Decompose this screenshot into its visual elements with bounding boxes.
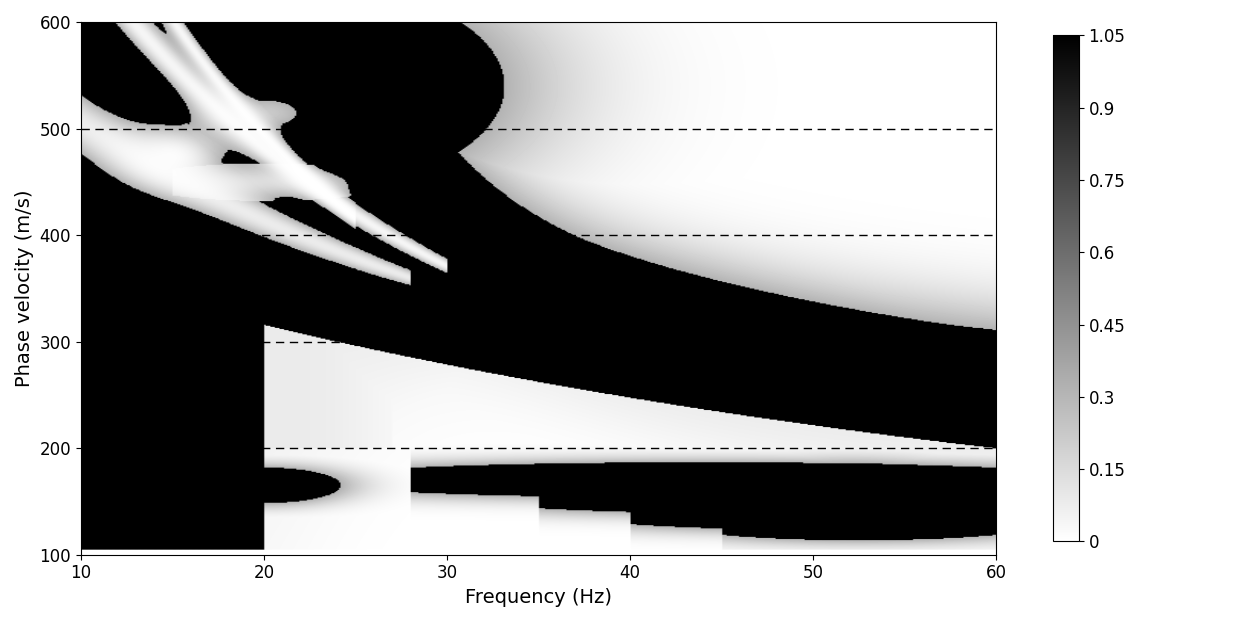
- X-axis label: Frequency (Hz): Frequency (Hz): [465, 588, 613, 607]
- Y-axis label: Phase velocity (m/s): Phase velocity (m/s): [15, 190, 33, 387]
